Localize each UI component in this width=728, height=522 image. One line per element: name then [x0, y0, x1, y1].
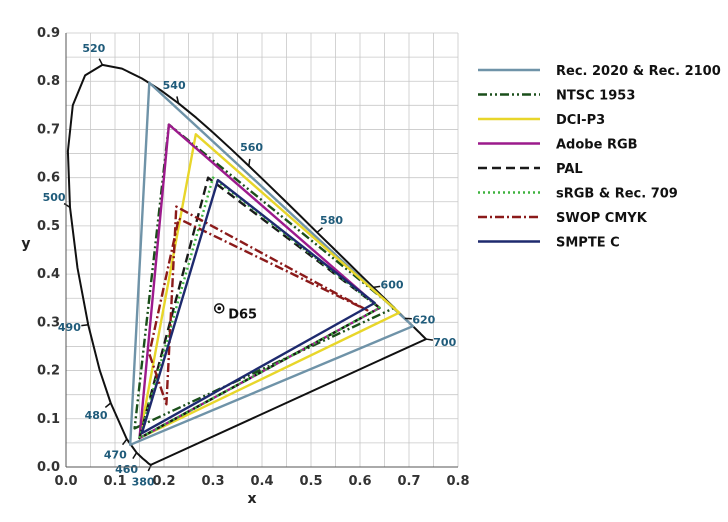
wavelength-tick	[63, 202, 71, 209]
grid	[65, 32, 459, 468]
white-point-marker	[213, 303, 225, 314]
x-tick-label: 0.3	[201, 474, 224, 489]
y-tick-label: 0.8	[37, 74, 60, 89]
wavelength-label: 490	[58, 321, 81, 334]
wavelength-tick	[132, 452, 138, 460]
x-tick-label: 0.5	[299, 474, 322, 489]
y-tick-label: 0.2	[37, 364, 60, 379]
wavelength-label: 620	[412, 313, 435, 326]
wavelength-tick	[98, 58, 104, 66]
wavelength-label: 560	[240, 141, 263, 154]
wavelength-tick	[176, 96, 180, 104]
wavelength-label: 600	[381, 279, 404, 292]
wavelength-tick	[81, 324, 89, 327]
spectral-locus	[66, 63, 427, 466]
legend-label: NTSC 1953	[556, 89, 635, 104]
x-tick-label: 0.1	[103, 474, 126, 489]
wavelength-label: 500	[43, 191, 66, 204]
x-tick-label: 0.0	[54, 474, 77, 489]
legend-label: sRGB & Rec. 709	[556, 187, 678, 202]
wavelength-label: 520	[82, 42, 105, 55]
x-tick-label: 0.2	[152, 474, 175, 489]
y-tick-label: 0.5	[37, 219, 60, 234]
gamut-smpte-c	[140, 178, 376, 435]
y-tick-label: 0.1	[37, 412, 60, 427]
x-tick-label: 0.8	[446, 474, 469, 489]
legend-label: Rec. 2020 & Rec. 2100	[556, 64, 721, 79]
wavelength-label: 580	[320, 214, 343, 227]
axes: 0.0 0.1 0.2 0.3 0.4 0.5 0.6 0.7 0.8 0.0 0.1 0.2 0.3 0…	[21, 26, 469, 507]
gamut-pal	[138, 176, 381, 440]
wavelength-label: 700	[433, 336, 456, 349]
gamut-ntsc-1953	[133, 123, 396, 430]
y-tick-label: 0.3	[37, 315, 60, 330]
legend-label: PAL	[556, 162, 583, 177]
x-tick-label: 0.6	[348, 474, 371, 489]
wavelength-label: 460	[115, 463, 138, 476]
gamut-dci-p3	[138, 133, 401, 440]
y-tick-label: 0.0	[37, 460, 60, 475]
wavelength-tick	[248, 158, 251, 166]
gamut-rec-2020-rec-2100	[128, 81, 415, 446]
x-axis-title: x	[247, 491, 256, 507]
legend-label: DCI-P3	[556, 113, 605, 128]
y-tick-label: 0.4	[37, 267, 60, 282]
wavelength-tick	[121, 438, 128, 446]
wavelength-tick	[316, 227, 323, 233]
y-axis-title: y	[21, 236, 30, 252]
wavelength-tick	[425, 338, 434, 341]
legend-label: SWOP CMYK	[556, 211, 648, 226]
gamut-swop-cmyk	[148, 205, 369, 406]
wavelength-label: 480	[85, 409, 108, 422]
y-tick-label: 0.9	[37, 26, 60, 41]
wavelength-label: 540	[163, 79, 186, 92]
x-tick-label: 0.7	[397, 474, 420, 489]
legend-label: Adobe RGB	[556, 138, 638, 153]
gamut-triangles	[128, 81, 415, 446]
y-tick-label: 0.6	[37, 171, 60, 186]
legend: Rec. 2020 & Rec. 2100 NTSC 1953 DCI-P3 Adob…	[478, 64, 721, 251]
spectral-locus-group	[66, 63, 427, 466]
wavelength-label: 470	[104, 448, 127, 461]
x-tick-label: 0.4	[250, 474, 273, 489]
wavelength-tick	[147, 464, 152, 472]
white-point-dot	[217, 306, 222, 311]
white-point-label: D65	[228, 307, 257, 322]
y-tick-label: 0.7	[37, 122, 60, 137]
wavelength-tick	[373, 285, 381, 289]
wavelength-label: 380	[132, 476, 155, 489]
white-point: D65	[213, 303, 257, 322]
wavelength-tick	[104, 402, 112, 409]
legend-label: SMPTE C	[556, 236, 620, 251]
